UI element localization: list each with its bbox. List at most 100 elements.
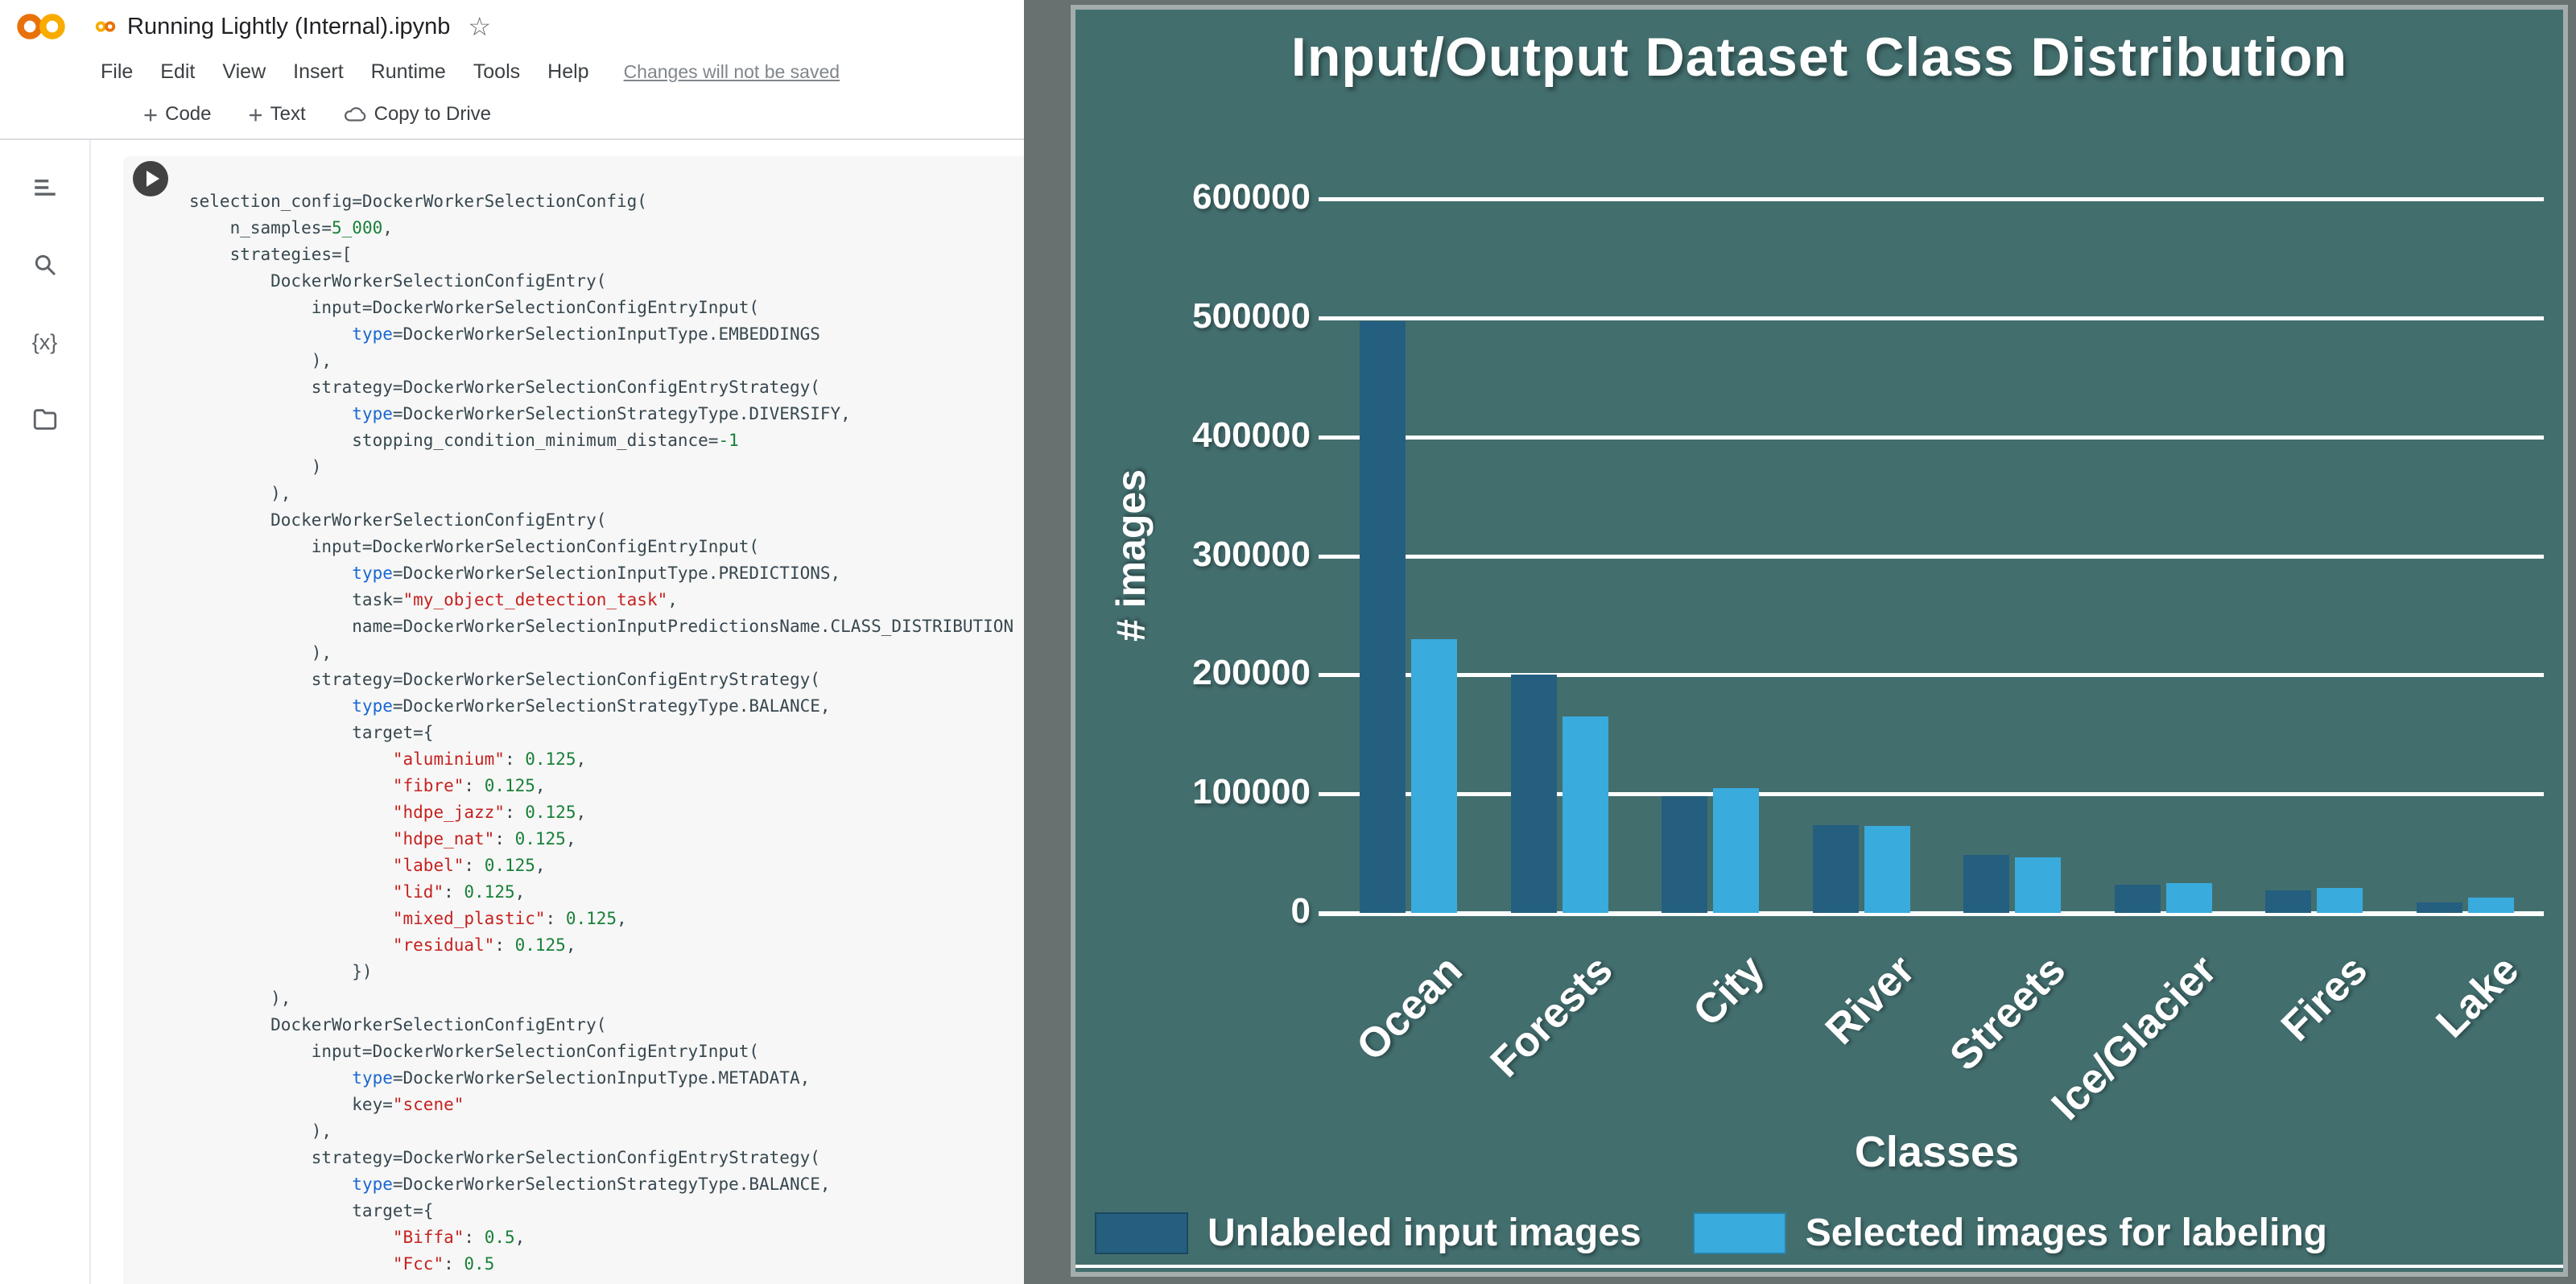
panel-bottom-line xyxy=(1075,1265,2563,1268)
menu-item-help[interactable]: Help xyxy=(547,60,589,83)
code-line[interactable]: "mixed_plastic": 0.125, xyxy=(392,909,627,928)
code-line[interactable]: strategy=DockerWorkerSelectionConfigEntr… xyxy=(189,378,820,397)
notebook-toolbar: + Code + Text Copy to Drive xyxy=(0,90,1024,140)
xtick-label: City xyxy=(1683,946,1773,1036)
code-line[interactable]: n_samples=5_000, xyxy=(189,218,393,237)
bar xyxy=(2317,887,2363,913)
files-icon[interactable] xyxy=(30,404,60,435)
plus-icon: + xyxy=(143,100,159,129)
code-line[interactable]: selection_config=DockerWorkerSelectionCo… xyxy=(189,192,647,211)
menu-item-file[interactable]: File xyxy=(101,60,134,83)
bar xyxy=(2015,857,2062,913)
plot-area: 0 100000 200000 300000 400000 500000 600000 Oc… xyxy=(1192,177,2544,1129)
code-line[interactable]: "fibre": 0.125, xyxy=(392,776,546,795)
ytick-label: 500000 xyxy=(1192,295,1311,336)
code-line[interactable]: target={ xyxy=(189,1201,434,1220)
add-text-label: Text xyxy=(270,103,306,125)
xtick-label: Lake xyxy=(2427,946,2528,1047)
menu-item-runtime[interactable]: Runtime xyxy=(370,60,446,83)
code-line[interactable]: DockerWorkerSelectionConfigEntry( xyxy=(189,510,607,530)
table-of-contents-icon[interactable] xyxy=(30,172,60,203)
code-line[interactable]: name=DockerWorkerSelectionInputPredictio… xyxy=(189,617,1014,636)
code-line[interactable]: DockerWorkerSelectionConfigEntry( xyxy=(189,1015,607,1034)
xtick-label: Streets xyxy=(1941,946,2075,1080)
gridline xyxy=(1319,554,2544,559)
code-line[interactable]: "lid": 0.125, xyxy=(392,882,526,902)
gridline xyxy=(1319,316,2544,320)
bar xyxy=(1963,854,2010,913)
code-line[interactable]: "aluminium": 0.125, xyxy=(392,749,587,769)
menu-item-tools[interactable]: Tools xyxy=(473,60,521,83)
xtick-label: Forests xyxy=(1482,946,1622,1087)
code-line[interactable]: type=DockerWorkerSelectionStrategyType.B… xyxy=(352,696,831,716)
xtick-label: Ocean xyxy=(1348,946,1472,1071)
code-line[interactable]: key="scene" xyxy=(189,1095,464,1114)
code-line[interactable]: type=DockerWorkerSelectionStrategyType.D… xyxy=(352,404,851,423)
menu-item-insert[interactable]: Insert xyxy=(293,60,344,83)
bars-row xyxy=(1333,199,2541,913)
run-cell-button[interactable] xyxy=(133,161,168,196)
ytick-label: 100000 xyxy=(1192,772,1311,812)
star-icon[interactable]: ☆ xyxy=(468,12,492,41)
code-line[interactable]: target={ xyxy=(189,723,434,742)
chart-legend: Unlabeled input images Selected images fo… xyxy=(1095,1211,2544,1255)
menu-item-edit[interactable]: Edit xyxy=(160,60,196,83)
xtick-label: River xyxy=(1816,946,1924,1054)
code-line[interactable]: stopping_condition_minimum_distance=-1 xyxy=(189,431,739,450)
bar xyxy=(1812,824,1859,913)
bar xyxy=(2416,902,2462,913)
ytick-label: 400000 xyxy=(1192,415,1311,455)
code-line[interactable]: ), xyxy=(189,643,332,663)
code-line[interactable]: strategy=DockerWorkerSelectionConfigEntr… xyxy=(189,1148,820,1167)
play-icon xyxy=(147,171,159,187)
cloud-icon xyxy=(344,107,365,122)
code-line[interactable]: "Fcc": 0.5 xyxy=(392,1254,495,1274)
code-line[interactable]: type=DockerWorkerSelectionInputType.EMBE… xyxy=(352,324,820,344)
code-line[interactable]: input=DockerWorkerSelectionConfigEntryIn… xyxy=(189,298,760,317)
legend-swatch xyxy=(1095,1212,1188,1254)
code-line[interactable]: "hdpe_jazz": 0.125, xyxy=(392,803,587,822)
code-editor[interactable]: selection_config=DockerWorkerSelectionCo… xyxy=(189,188,1024,1284)
bar xyxy=(1562,716,1608,913)
code-line[interactable]: type=DockerWorkerSelectionInputType.META… xyxy=(352,1068,811,1088)
legend-label: Selected images for labeling xyxy=(1805,1212,2327,1254)
add-code-button[interactable]: + Code xyxy=(143,102,211,127)
code-line[interactable]: "residual": 0.125, xyxy=(392,935,576,955)
gridline xyxy=(1319,435,2544,440)
code-line[interactable]: }) xyxy=(189,962,373,981)
code-line[interactable]: "hdpe_nat": 0.125, xyxy=(392,829,576,848)
search-icon[interactable] xyxy=(30,250,60,280)
copy-to-drive-button[interactable]: Copy to Drive xyxy=(343,102,491,126)
colab-left-sidebar: {x} xyxy=(0,140,91,1284)
code-line[interactable]: ), xyxy=(189,484,291,503)
code-line[interactable]: task="my_object_detection_task", xyxy=(189,590,678,609)
code-line[interactable]: DockerWorkerSelectionConfigEntry( xyxy=(189,271,607,291)
code-line[interactable]: ), xyxy=(189,989,291,1008)
notebook-title[interactable]: Running Lightly (Internal).ipynb xyxy=(127,13,451,39)
code-line[interactable]: ), xyxy=(189,1121,332,1141)
plus-icon: + xyxy=(248,100,263,129)
menu-item-view[interactable]: View xyxy=(222,60,266,83)
code-line[interactable]: type=DockerWorkerSelectionInputType.PRED… xyxy=(352,564,841,583)
bar xyxy=(1510,675,1557,913)
bar xyxy=(1360,321,1406,913)
colab-logo-icon[interactable] xyxy=(11,10,71,43)
code-line[interactable]: strategies=[ xyxy=(189,245,353,264)
add-text-button[interactable]: + Text xyxy=(248,102,305,127)
ytick-label: 300000 xyxy=(1192,534,1311,574)
code-line[interactable]: type=DockerWorkerSelectionStrategyType.B… xyxy=(352,1175,831,1194)
code-line[interactable]: "Biffa": 0.5, xyxy=(392,1228,526,1247)
variables-icon[interactable]: {x} xyxy=(31,329,58,354)
code-line[interactable]: strategy=DockerWorkerSelectionConfigEntr… xyxy=(189,670,820,689)
menu-items: File Edit View Insert Runtime Tools Help xyxy=(87,60,603,84)
unsaved-changes-link[interactable]: Changes will not be saved xyxy=(623,60,840,82)
code-line[interactable]: "label": 0.125, xyxy=(392,856,546,875)
code-line[interactable]: ) xyxy=(189,457,322,477)
code-line[interactable]: ), xyxy=(189,351,332,370)
bar-group-city xyxy=(1635,787,1786,913)
code-line[interactable]: input=DockerWorkerSelectionConfigEntryIn… xyxy=(189,1042,760,1061)
bar-group-lake xyxy=(2390,897,2541,913)
code-cell: selection_config=DockerWorkerSelectionCo… xyxy=(123,156,1024,1284)
xtick-label: Fires xyxy=(2273,946,2377,1051)
code-line[interactable]: input=DockerWorkerSelectionConfigEntryIn… xyxy=(189,537,760,556)
